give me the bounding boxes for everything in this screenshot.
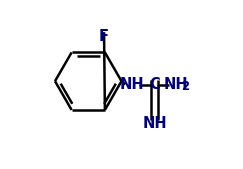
Text: NH: NH <box>142 116 167 131</box>
Text: NH: NH <box>120 77 145 92</box>
Text: C: C <box>149 77 160 92</box>
Text: F: F <box>99 29 109 44</box>
Text: NH: NH <box>164 77 189 92</box>
Text: 2: 2 <box>181 80 189 93</box>
